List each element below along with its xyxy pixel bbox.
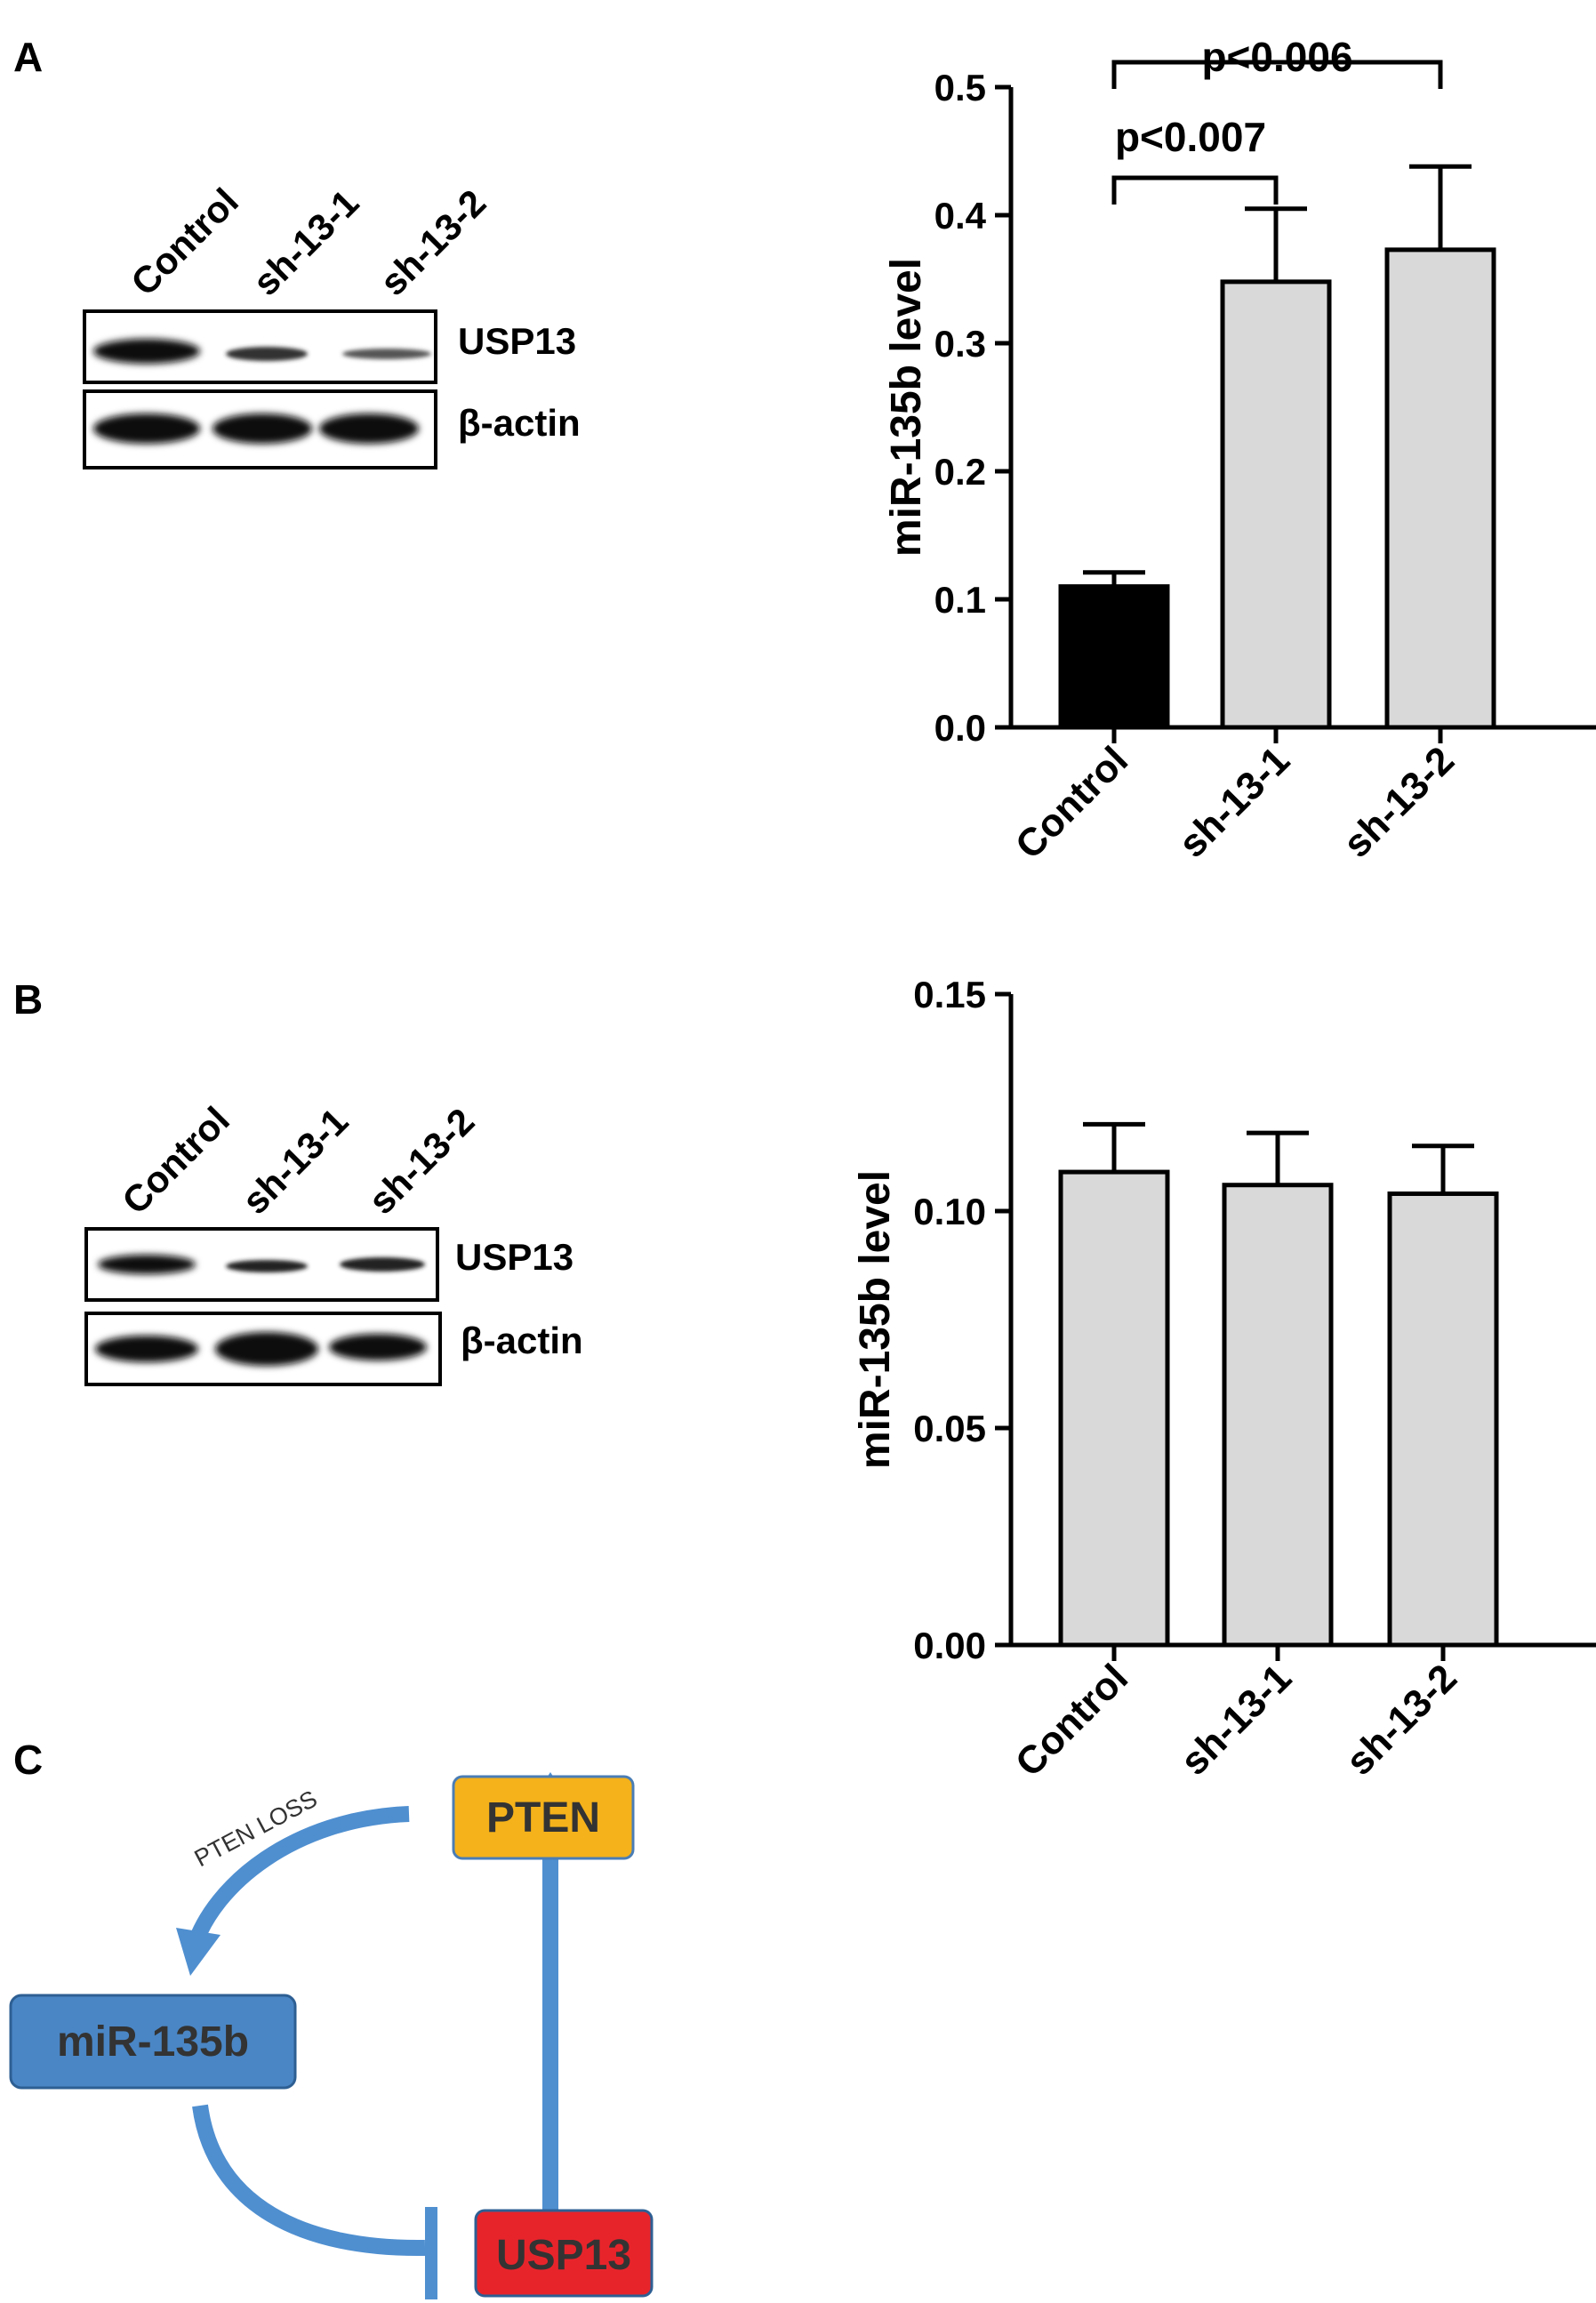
bar-chart-a: 0.0 0.1 0.2 0.3 0.4 0.5 miR-135b level Control s… (883, 34, 1596, 868)
blot-a-actin-band-sh-13-2 (319, 413, 419, 444)
usp13-to-pten-arrow (542, 1814, 558, 2212)
western-blot-b: Control sh-13-1 sh-13-2 USP13 β-actin (84, 1099, 583, 1386)
y-tick-label: 0.10 (913, 1191, 986, 1232)
blot-a-lane-label-sh-13-2: sh-13-2 (372, 181, 493, 303)
pten-to-mir-arrow (186, 1806, 410, 1950)
x-tick-label: sh-13-2 (1337, 1656, 1465, 1784)
mir-inhibits-usp13-line (192, 2104, 426, 2257)
node-usp13 (474, 2209, 654, 2298)
x-tick-label: Control (1007, 1656, 1136, 1785)
x-tick-label: Control (1007, 738, 1136, 867)
y-tick-label: 0.5 (934, 67, 986, 108)
blot-b-lane-label-control: Control (114, 1099, 237, 1223)
blot-b-row-label-actin: β-actin (461, 1320, 583, 1361)
panel-label-a: A (13, 34, 43, 80)
y-tick-label: 0.00 (913, 1625, 986, 1666)
blot-b-usp13-band-sh-13-1 (226, 1260, 308, 1272)
bar-sh-13-2 (1384, 247, 1496, 730)
blot-a-usp13-band-sh-13-2 (342, 349, 431, 359)
y-tick-label: 0.05 (913, 1408, 986, 1449)
y-tick-label: 0.1 (934, 579, 986, 621)
blot-b-actin-band-control (95, 1336, 198, 1362)
blot-b-row-label-usp13: USP13 (455, 1236, 573, 1278)
blot-a-lane-label-sh-13-1: sh-13-1 (245, 181, 366, 303)
node-pten-label: PTEN (486, 1794, 600, 1842)
x-tick-label: sh-13-1 (1170, 738, 1298, 866)
western-blot-a: Control sh-13-1 sh-13-2 USP13 β-actin (83, 181, 581, 469)
y-tick-label: 0.4 (934, 195, 987, 237)
blot-b-usp13-band-control (98, 1255, 196, 1274)
blot-a-lane-label-control: Control (123, 181, 246, 304)
blot-a-actin-band-sh-13-1 (213, 413, 312, 444)
blot-a-usp13-band-control (93, 339, 200, 364)
significance-label: p<0.007 (1115, 114, 1266, 160)
blot-b-lane-label-sh-13-1: sh-13-1 (234, 1100, 356, 1222)
bar-chart-b: 0.00 0.05 0.10 0.15 miR-135b level Control sh-… (852, 974, 1596, 1785)
pten-to-mir-arrowhead-icon (176, 1928, 221, 1976)
inhibition-bar-icon (425, 2207, 437, 2299)
node-mir-135b (9, 1994, 297, 2090)
bar-sh-13-1 (1222, 1183, 1334, 1648)
y-tick-label: 0.2 (934, 451, 986, 493)
blot-b-actin-band-sh-13-2 (329, 1334, 427, 1360)
y-tick-label: 0.15 (913, 974, 986, 1015)
blot-a-row-label-usp13: USP13 (458, 320, 576, 362)
panel-label-b: B (13, 976, 43, 1023)
panel-label-c: C (13, 1737, 43, 1783)
significance-bracket (1111, 60, 1443, 89)
significance-label: p<0.006 (1201, 34, 1352, 80)
significance-bracket (1111, 175, 1279, 205)
blot-a-row-label-actin: β-actin (458, 402, 581, 444)
bar-control (1058, 584, 1170, 730)
blot-b-lane-label-sh-13-2: sh-13-2 (360, 1100, 482, 1222)
y-axis-title: miR-135b level (883, 258, 930, 557)
bar-sh-13-1 (1220, 279, 1332, 730)
bar-control (1058, 1169, 1170, 1648)
node-mir-135b-label: miR-135b (57, 2018, 249, 2066)
x-tick-label: sh-13-2 (1335, 738, 1463, 866)
y-tick-label: 0.3 (934, 323, 986, 365)
node-usp13-label: USP13 (496, 2232, 631, 2279)
blot-b-actin-band-sh-13-1 (215, 1332, 318, 1366)
x-tick-label: sh-13-1 (1172, 1656, 1300, 1784)
y-tick-label: 0.0 (934, 707, 986, 749)
blot-b-usp13-band-sh-13-2 (340, 1257, 425, 1272)
blot-a-usp13-band-sh-13-1 (226, 347, 308, 361)
bar-sh-13-2 (1387, 1191, 1499, 1648)
pathway-diagram-c: PTEN LOSS PTEN miR-135b USP13 (9, 1772, 654, 2299)
blot-a-actin-band-control (93, 413, 200, 444)
node-pten (452, 1775, 635, 1860)
y-axis-title: miR-135b level (852, 1170, 899, 1469)
